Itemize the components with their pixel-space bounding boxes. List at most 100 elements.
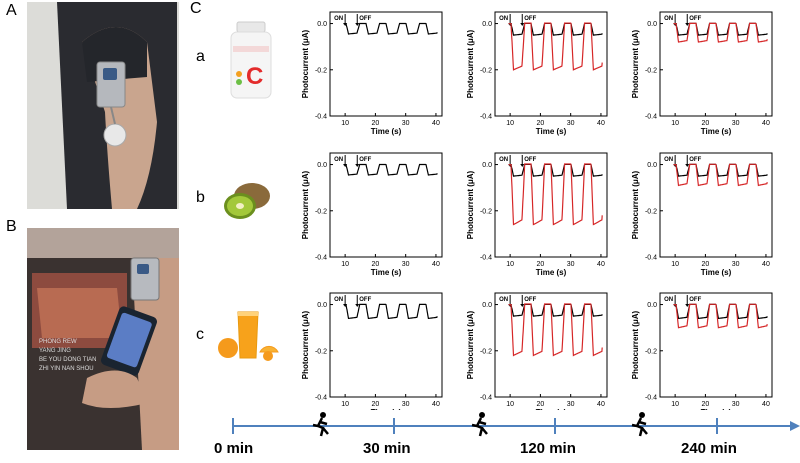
photocurrent-charts: 10 20 30 40 0.0 -0.2 -0.4 Time (s) Photocurrent …: [301, 11, 773, 410]
x-tick-label: 20: [702, 120, 710, 127]
y-tick-label: -0.2: [645, 208, 657, 215]
plot-frame: [329, 152, 443, 258]
panel-label-b: B: [6, 218, 17, 235]
x-tick-label: 20: [537, 120, 545, 127]
x-axis-label: Time (s): [701, 127, 732, 136]
vitamin-c-bottle-icon: C: [230, 21, 272, 99]
series-line-after-intake: [508, 303, 603, 357]
chart-a-30-min: 10 20 30 40 0.0 -0.2 -0.4 Time (s) Photocurrent …: [301, 11, 443, 136]
y-tick-label: -0.4: [315, 395, 327, 402]
panel-label-c: C: [190, 0, 202, 17]
y-tick-label: 0.0: [647, 302, 657, 309]
x-tick-label: 20: [702, 401, 710, 408]
y-tick-label: -0.4: [645, 255, 657, 262]
timeline-label-1: 30 min: [363, 440, 411, 457]
x-tick-label: 20: [537, 261, 545, 268]
on-marker-label: ON: [664, 157, 673, 163]
on-marker-label: ON: [664, 297, 673, 303]
on-marker-label: ON: [334, 16, 343, 22]
y-tick-label: -0.2: [480, 348, 492, 355]
series-line-baseline: [343, 303, 438, 319]
timeline-arrowhead: [790, 421, 800, 431]
timeline: 0 min 30 min 120 min 240 min: [0, 408, 800, 458]
x-axis-label: Time (s): [371, 127, 402, 136]
off-marker-arrowhead: [520, 23, 525, 26]
x-tick-label: 30: [567, 401, 575, 408]
plot-frame: [494, 152, 608, 258]
x-tick-label: 40: [432, 261, 440, 268]
off-marker-arrowhead: [520, 164, 525, 167]
x-tick-label: 30: [732, 120, 740, 127]
y-axis-label: Photocurrent (μA): [301, 29, 310, 98]
kiwi-icon: [224, 183, 270, 219]
vitamin-c-bottle: C: [225, 18, 277, 102]
x-axis-label: Time (s): [701, 268, 732, 277]
series-line-baseline: [343, 22, 438, 35]
chart-c-240-min: 10 20 30 40 0.0 -0.2 -0.4 Time (s) Photocurrent …: [631, 292, 773, 410]
off-marker-label: OFF: [689, 157, 701, 163]
y-tick-label: 0.0: [482, 162, 492, 169]
x-tick-label: 40: [762, 261, 770, 268]
y-tick-label: -0.4: [645, 114, 657, 121]
y-tick-label: 0.0: [482, 21, 492, 28]
on-marker-label: ON: [499, 16, 508, 22]
plot-frame: [659, 292, 773, 398]
orange-juice: [216, 306, 282, 362]
timeline-label-0: 0 min: [214, 440, 254, 457]
chart-c-30-min: 10 20 30 40 0.0 -0.2 -0.4 Time (s) Photocurrent …: [301, 292, 443, 410]
y-axis-label: Photocurrent (μA): [466, 310, 475, 379]
y-tick-label: -0.2: [315, 348, 327, 355]
off-marker-label: OFF: [359, 297, 371, 303]
y-axis-label: Photocurrent (μA): [631, 170, 640, 239]
y-tick-label: -0.4: [480, 395, 492, 402]
y-axis-label: Photocurrent (μA): [301, 310, 310, 379]
y-tick-label: 0.0: [317, 162, 327, 169]
y-tick-label: 0.0: [482, 302, 492, 309]
plot-frame: [329, 292, 443, 398]
y-axis-label: Photocurrent (μA): [466, 170, 475, 239]
on-marker-label: ON: [499, 157, 508, 163]
timeline-svg: [232, 412, 800, 437]
y-tick-label: 0.0: [317, 21, 327, 28]
y-axis-label: Photocurrent (μA): [631, 29, 640, 98]
chart-b-30-min: 10 20 30 40 0.0 -0.2 -0.4 Time (s) Photocurrent …: [301, 152, 443, 277]
on-marker-label: ON: [334, 297, 343, 303]
y-axis-label: Photocurrent (μA): [466, 29, 475, 98]
y-tick-label: -0.4: [645, 395, 657, 402]
x-tick-label: 30: [402, 120, 410, 127]
x-tick-label: 20: [372, 261, 380, 268]
x-tick-label: 30: [732, 261, 740, 268]
y-tick-label: 0.0: [317, 302, 327, 309]
on-marker-label: ON: [664, 16, 673, 22]
bottle-label: C: [246, 63, 263, 90]
x-tick-label: 40: [597, 261, 605, 268]
off-marker-arrowhead: [685, 164, 690, 167]
timeline-label-2: 120 min: [520, 440, 576, 457]
x-axis-label: Time (s): [536, 268, 567, 277]
x-tick-label: 30: [402, 261, 410, 268]
off-marker-arrowhead: [355, 304, 360, 307]
shirt-text-line-4: ZHI YIN NAN SHOU: [39, 366, 94, 372]
on-marker-label: ON: [499, 297, 508, 303]
x-axis-label: Time (s): [536, 408, 567, 410]
x-tick-label: 30: [732, 401, 740, 408]
off-marker-label: OFF: [359, 16, 371, 22]
photo-a-arm-device: [27, 2, 179, 209]
series-line-after-intake: [673, 303, 768, 329]
x-tick-label: 10: [341, 261, 349, 268]
x-tick-label: 10: [671, 120, 679, 127]
off-marker-arrowhead: [355, 164, 360, 167]
y-tick-label: -0.4: [480, 255, 492, 262]
x-tick-label: 40: [597, 120, 605, 127]
row-label-a: a: [196, 48, 205, 65]
running-person-icon: [631, 412, 648, 437]
off-marker-arrowhead: [355, 23, 360, 26]
series-line-after-intake: [508, 22, 603, 71]
plot-frame: [494, 292, 608, 398]
y-tick-label: -0.2: [645, 348, 657, 355]
y-axis-label: Photocurrent (μA): [301, 170, 310, 239]
x-tick-label: 30: [402, 401, 410, 408]
on-marker-label: ON: [334, 157, 343, 163]
series-line-baseline: [343, 163, 438, 176]
x-tick-label: 40: [432, 120, 440, 127]
